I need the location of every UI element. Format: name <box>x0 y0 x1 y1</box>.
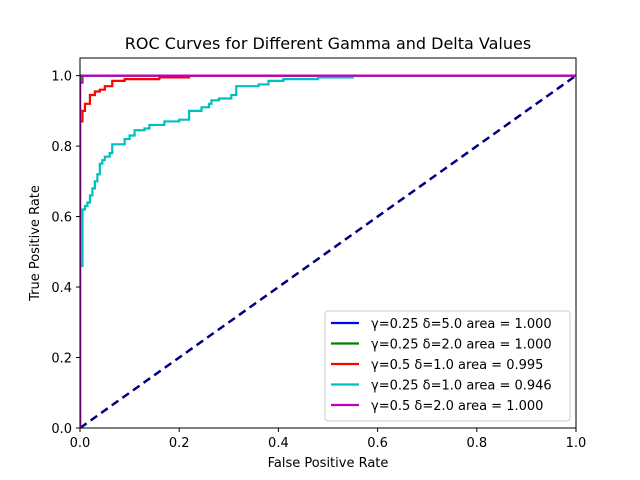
legend: γ=0.25 δ=5.0 area = 1.000 γ=0.25 δ=2.0 ar… <box>325 311 570 421</box>
y-tick-label: 0.0 <box>51 422 72 437</box>
x-tick-label: 0.8 <box>466 436 487 451</box>
y-tick-label: 1.0 <box>51 70 72 85</box>
y-tick-label: 0.4 <box>51 281 72 296</box>
legend-label-5: γ=0.5 δ=2.0 area = 1.000 <box>371 399 543 414</box>
y-tick-label: 0.6 <box>51 211 72 226</box>
chart-title: ROC Curves for Different Gamma and Delta… <box>125 34 531 53</box>
y-axis-label: True Positive Rate <box>28 185 43 302</box>
x-tick-label: 0.0 <box>70 436 91 451</box>
x-axis-label: False Positive Rate <box>268 456 389 471</box>
x-tick-label: 0.4 <box>268 436 289 451</box>
legend-label-3: γ=0.5 δ=1.0 area = 0.995 <box>371 358 543 373</box>
y-tick-label: 0.8 <box>51 140 72 155</box>
legend-label-4: γ=0.25 δ=1.0 area = 0.946 <box>371 379 552 394</box>
x-tick-label: 0.2 <box>169 436 190 451</box>
legend-label-1: γ=0.25 δ=5.0 area = 1.000 <box>371 317 552 332</box>
x-tick-label: 1.0 <box>566 436 587 451</box>
y-tick-label: 0.2 <box>51 352 72 367</box>
legend-label-2: γ=0.25 δ=2.0 area = 1.000 <box>371 338 552 353</box>
x-tick-label: 0.6 <box>367 436 388 451</box>
